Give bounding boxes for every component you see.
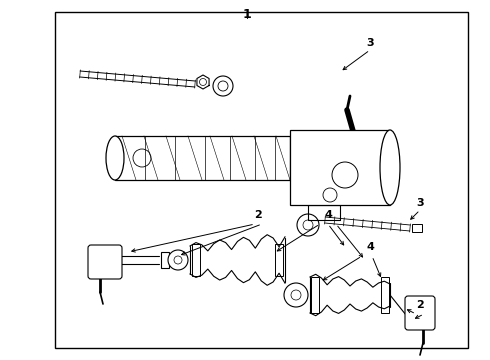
Ellipse shape (106, 136, 124, 180)
FancyBboxPatch shape (405, 296, 435, 330)
Circle shape (297, 214, 319, 236)
Bar (192, 244, 200, 276)
Circle shape (332, 162, 358, 188)
Text: 2: 2 (254, 210, 262, 220)
Circle shape (284, 283, 308, 307)
Bar (290, 136, 320, 180)
Circle shape (133, 149, 151, 167)
Circle shape (218, 81, 228, 91)
Bar (311, 277, 319, 313)
Text: 4: 4 (366, 242, 374, 252)
Circle shape (199, 78, 206, 86)
Text: 3: 3 (416, 198, 424, 208)
FancyBboxPatch shape (88, 245, 122, 279)
Text: 2: 2 (416, 300, 424, 310)
Bar (381, 277, 389, 313)
Bar (115, 136, 310, 180)
Text: 1: 1 (243, 8, 251, 21)
Text: 3: 3 (366, 38, 374, 48)
Bar (290, 130, 390, 205)
Bar (275, 244, 283, 276)
Bar (55, 12, 468, 348)
Circle shape (323, 188, 337, 202)
Circle shape (168, 250, 188, 270)
Circle shape (291, 290, 301, 300)
Ellipse shape (380, 130, 400, 205)
Text: 4: 4 (324, 210, 332, 220)
Circle shape (174, 256, 182, 264)
Bar (412, 224, 422, 232)
Bar (161, 252, 169, 268)
Circle shape (213, 76, 233, 96)
Circle shape (303, 220, 313, 230)
